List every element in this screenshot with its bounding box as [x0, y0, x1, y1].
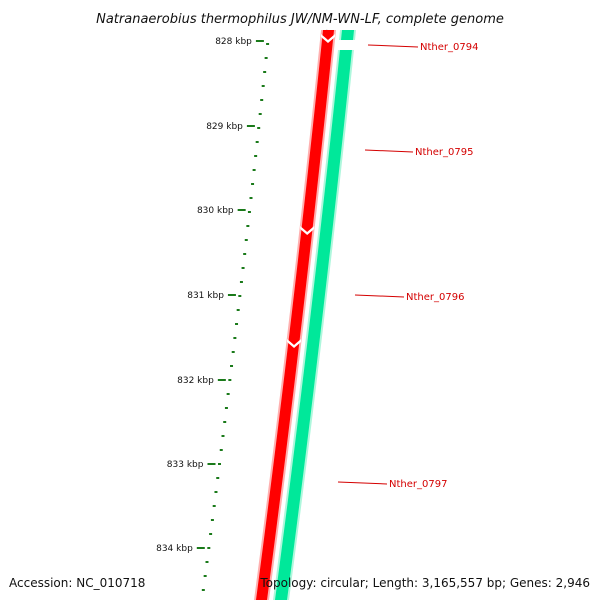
gene-label-leader: [367, 44, 419, 48]
gene-label-leader: [364, 149, 414, 153]
map-title: Natranaerobius thermophilus JW/NM-WN-LF,…: [96, 12, 504, 27]
gene-label[interactable]: Nther_0796: [406, 292, 464, 303]
feature-tracks: [254, 29, 357, 600]
gene-label[interactable]: Nther_0797: [389, 479, 447, 490]
accession-text: Accession: NC_010718: [9, 576, 145, 590]
kbp-label: 830 kbp: [197, 206, 234, 216]
gene-label-leader: [354, 294, 405, 298]
gene-start-marker: [338, 40, 356, 50]
kbp-label: 828 kbp: [215, 37, 252, 47]
gene-boundary-marker: [287, 339, 302, 348]
reverse-strand-band: [256, 30, 335, 600]
kbp-label: 833 kbp: [167, 460, 204, 470]
gene-boundary-marker: [300, 226, 315, 235]
kbp-ruler: 828 kbp 829 kbp 830 kbp 831 kbp 832 kbp 833 k…: [156, 37, 270, 591]
kbp-label: 832 kbp: [177, 376, 214, 386]
gene-boundary-marker: [321, 34, 335, 43]
gene-label[interactable]: Nther_0795: [415, 147, 473, 158]
gene-label[interactable]: Nther_0794: [420, 42, 478, 53]
kbp-label: 831 kbp: [187, 291, 224, 301]
kbp-label: 829 kbp: [206, 122, 243, 132]
gene-label-leader: [337, 481, 388, 485]
kbp-label: 834 kbp: [156, 544, 193, 554]
topology-text: Topology: circular; Length: 3,165,557 bp…: [259, 576, 590, 590]
forward-strand-band: [275, 30, 355, 600]
gene-labels: Nther_0794 Nther_0795 Nther_0796 Nther_0797: [337, 42, 478, 490]
